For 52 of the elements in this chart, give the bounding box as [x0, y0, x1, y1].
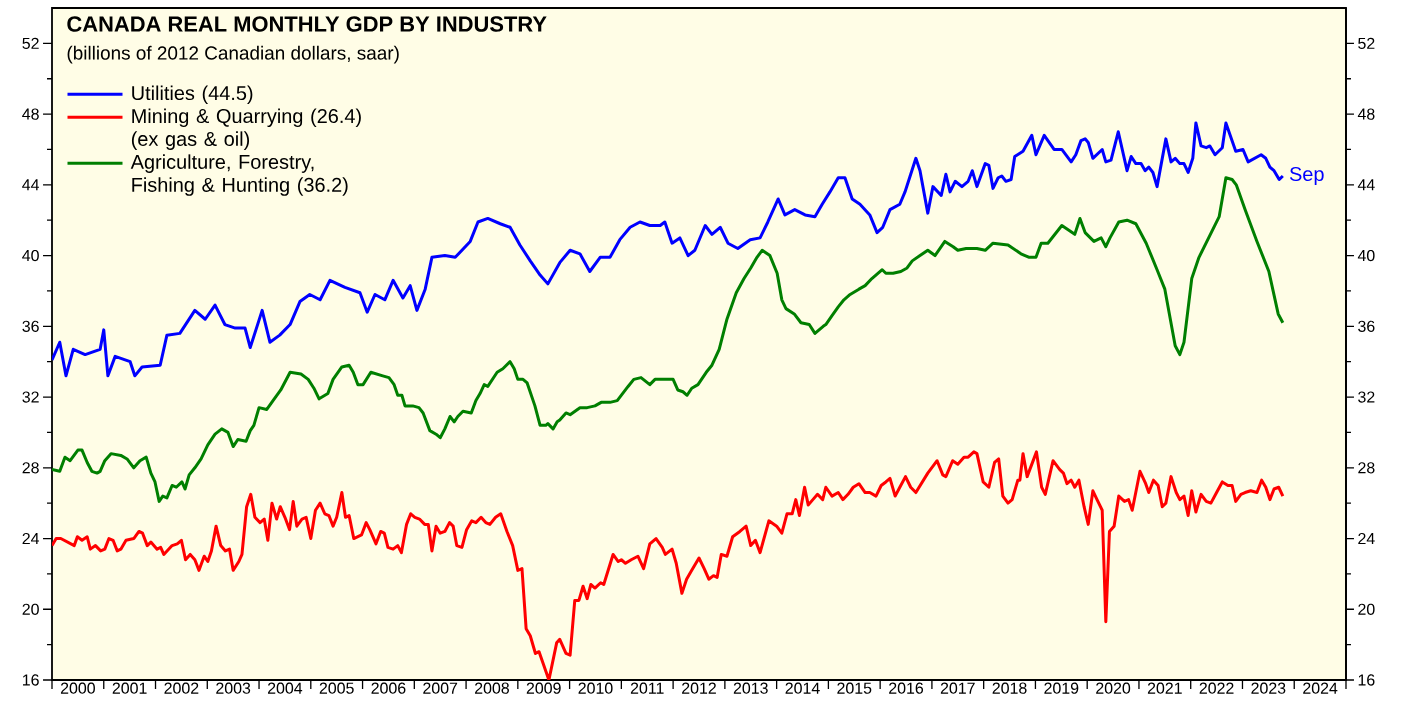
legend-label: Mining & Quarrying (26.4) (ex gas & oil): [131, 108, 361, 150]
x-tick-label: 2015: [837, 682, 872, 694]
x-tick-label: 2014: [785, 682, 820, 694]
y2-tick-label: 48: [1357, 108, 1375, 120]
line-series: [52, 450, 1285, 680]
x-tick-label: 2023: [1251, 682, 1286, 694]
x-tick-label: 2022: [1199, 682, 1234, 694]
x-tick-label: 2001: [112, 682, 147, 694]
y-tick-label: 52: [22, 37, 39, 50]
x-tick-label: 2010: [578, 682, 613, 694]
chart-title: CANADA REAL MONTHLY GDP BY INDUSTRY: [67, 16, 547, 32]
y2-tick-label: 28: [1358, 462, 1375, 474]
y-tick-label: 20: [22, 603, 39, 615]
x-tick-label: 2007: [423, 682, 458, 694]
y-tick-label: 44: [22, 179, 40, 191]
x-tick-label: 2003: [216, 682, 251, 694]
y2-tick-label: 44: [1357, 179, 1375, 191]
x-tick-label: 2011: [630, 682, 664, 694]
annotation: Sep: [1289, 166, 1324, 186]
x-tick-label: 2016: [889, 682, 924, 694]
y-tick-label: 40: [22, 249, 39, 262]
y-tick-label: 32: [22, 391, 39, 403]
y-tick-label: 48: [22, 108, 39, 120]
x-tick-label: 2008: [475, 682, 509, 694]
x-tick-label: 2019: [1044, 682, 1079, 694]
legend-label: Utilities (44.5): [132, 85, 253, 105]
x-tick-label: 2018: [992, 682, 1027, 694]
x-tick-label: 2004: [267, 682, 303, 694]
y2-tick-label: 24: [1358, 532, 1375, 545]
y2-tick-label: 20: [1358, 603, 1375, 615]
x-tick-label: 2021: [1147, 682, 1182, 694]
y2-tick-label: 36: [1358, 320, 1375, 332]
text: (billions of 2012 Canadian dollars, saar): [67, 45, 399, 64]
x-tick-label: 2017: [940, 682, 975, 694]
x-tick-label: 2012: [682, 682, 716, 694]
x-tick-label: 2005: [319, 682, 354, 694]
x-tick-label: 2006: [371, 682, 406, 694]
y-tick-label: 24: [22, 532, 40, 545]
x-tick-label: 2009: [526, 682, 561, 694]
y2-tick-label: 40: [1357, 249, 1375, 262]
x-tick-label: 2020: [1096, 682, 1131, 694]
y-tick-label: 16: [22, 674, 39, 686]
y-tick-label: 28: [22, 462, 39, 474]
x-tick-label: 2024: [1303, 682, 1338, 694]
y2-tick-label: 52: [1358, 37, 1375, 50]
legend-label: Agriculture, Forestry, Fishing & Hunting (36.2): [130, 154, 348, 196]
y2-tick-label: 32: [1358, 391, 1375, 403]
y2-tick-label: 16: [1358, 674, 1375, 686]
x-tick-label: 2002: [164, 682, 199, 694]
y-tick-label: 36: [22, 320, 39, 332]
x-tick-label: 2000: [60, 682, 95, 694]
x-tick-label: 2013: [733, 682, 768, 694]
